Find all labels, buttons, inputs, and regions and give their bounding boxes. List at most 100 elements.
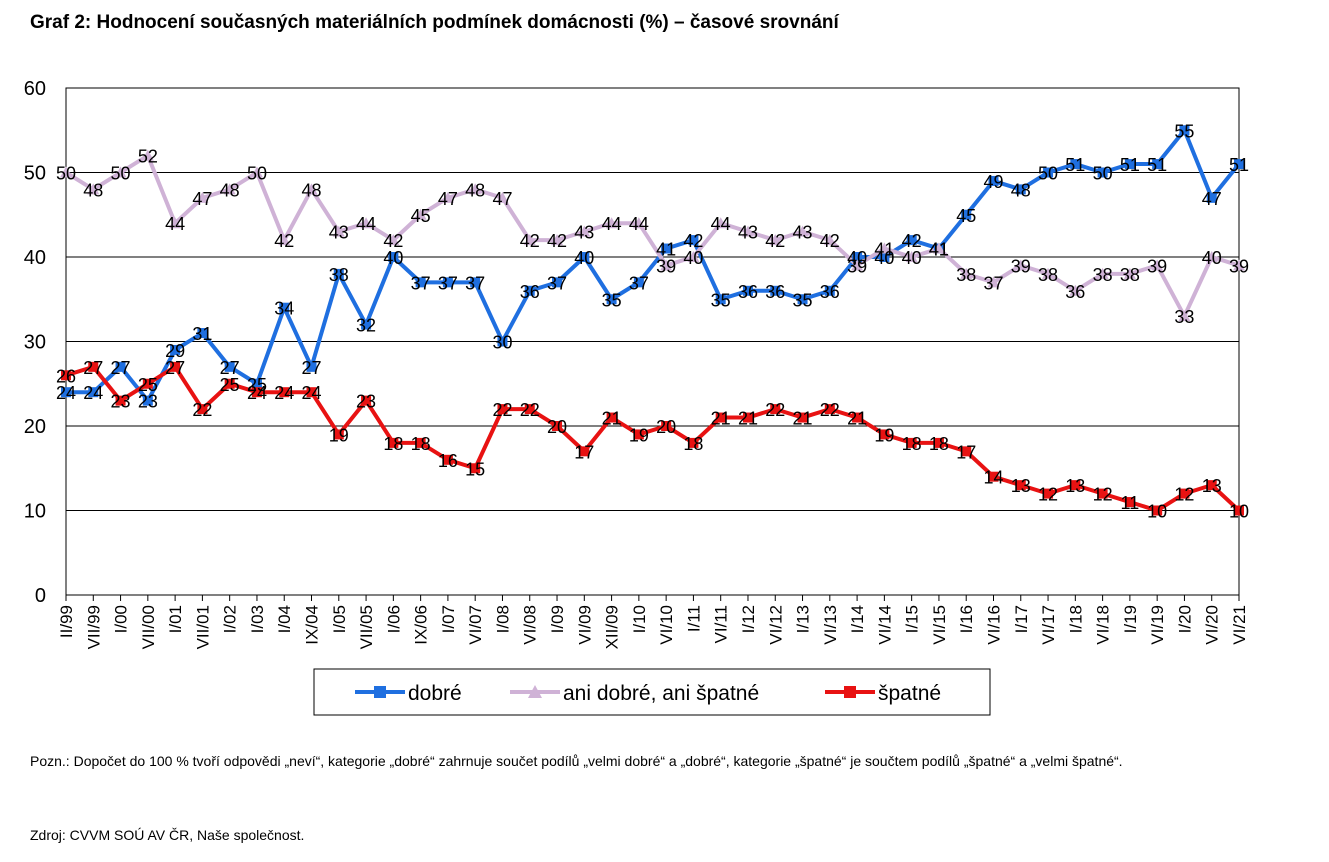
data-point bbox=[905, 251, 918, 262]
data-label: 40 bbox=[574, 248, 594, 268]
data-point bbox=[278, 234, 291, 246]
data-point bbox=[1205, 251, 1218, 262]
data-point bbox=[960, 267, 973, 279]
axes bbox=[65, 87, 1240, 601]
x-tick-label: VI/20 bbox=[1203, 605, 1222, 645]
data-label: 38 bbox=[329, 265, 349, 285]
data-label: 24 bbox=[56, 383, 76, 403]
data-point bbox=[1233, 259, 1245, 271]
data-point bbox=[688, 235, 699, 246]
x-tick-label: I/04 bbox=[275, 605, 294, 633]
chart-title: Graf 2: Hodnocení současných materiálníc… bbox=[30, 12, 839, 33]
data-label: 50 bbox=[1038, 164, 1058, 184]
x-tick-label: I/20 bbox=[1175, 605, 1194, 633]
data-point bbox=[661, 421, 672, 431]
data-label: 51 bbox=[1065, 155, 1085, 175]
data-label: 24 bbox=[274, 383, 294, 403]
data-point bbox=[878, 242, 891, 254]
x-tick-label: VI/12 bbox=[766, 605, 785, 645]
data-point bbox=[824, 404, 835, 415]
series-line-3 bbox=[65, 364, 1241, 513]
data-label: 32 bbox=[356, 316, 376, 336]
data-point bbox=[714, 217, 727, 229]
data-label: 50 bbox=[247, 164, 267, 184]
x-tick-label: I/01 bbox=[166, 605, 185, 633]
x-tick-label: I/18 bbox=[1066, 605, 1085, 633]
data-label: 35 bbox=[793, 290, 813, 310]
data-point bbox=[388, 437, 399, 448]
data-label: 21 bbox=[793, 409, 813, 429]
data-point bbox=[197, 404, 208, 415]
data-label: 38 bbox=[956, 265, 976, 285]
data-point bbox=[1042, 267, 1055, 279]
data-label: 10 bbox=[1229, 502, 1249, 522]
data-label: 12 bbox=[1093, 485, 1113, 505]
data-label: 44 bbox=[165, 214, 185, 234]
x-tick-label: I/11 bbox=[684, 605, 703, 632]
data-label: 36 bbox=[738, 282, 758, 302]
data-point bbox=[115, 361, 126, 372]
data-label: 18 bbox=[929, 434, 949, 454]
data-point bbox=[469, 183, 482, 195]
data-label: 13 bbox=[1065, 476, 1085, 496]
data-label: 51 bbox=[1229, 155, 1249, 175]
x-tick-label: VI/09 bbox=[575, 605, 594, 645]
data-point bbox=[741, 225, 754, 237]
data-label: 35 bbox=[602, 290, 622, 310]
data-label: 40 bbox=[1202, 248, 1222, 268]
data-point bbox=[333, 268, 344, 279]
data-point bbox=[414, 208, 427, 220]
data-point bbox=[606, 412, 617, 423]
x-tick-label: I/08 bbox=[493, 605, 512, 633]
data-point bbox=[1179, 488, 1190, 499]
data-point bbox=[551, 234, 564, 246]
x-tick-label: II/99 bbox=[57, 605, 76, 638]
data-point bbox=[523, 234, 536, 246]
data-label: 47 bbox=[192, 189, 212, 209]
data-label: 21 bbox=[711, 409, 731, 429]
data-label: 22 bbox=[820, 400, 840, 420]
y-tick-label: 40 bbox=[24, 247, 46, 269]
data-point bbox=[470, 463, 481, 474]
y-tick-labels: 0 10 20 30 40 50 60 bbox=[24, 78, 46, 607]
data-point bbox=[552, 421, 563, 431]
data-label: 20 bbox=[656, 417, 676, 437]
data-point bbox=[1123, 267, 1136, 279]
data-point bbox=[660, 259, 673, 271]
x-tick-label: VI/16 bbox=[984, 605, 1003, 645]
data-point bbox=[497, 404, 508, 415]
data-point bbox=[333, 429, 344, 440]
data-point bbox=[552, 277, 563, 288]
x-tick-label: VI/14 bbox=[875, 605, 894, 645]
data-label: 16 bbox=[438, 451, 458, 471]
data-point bbox=[1152, 505, 1163, 516]
data-point bbox=[932, 242, 945, 254]
data-point bbox=[1152, 159, 1163, 170]
data-point bbox=[250, 166, 263, 178]
x-tick-label: I/07 bbox=[439, 605, 458, 633]
data-point bbox=[1234, 505, 1244, 516]
data-point bbox=[769, 234, 782, 246]
data-point bbox=[633, 277, 644, 288]
data-label: 42 bbox=[547, 231, 567, 251]
data-label: 20 bbox=[547, 417, 567, 437]
y-tick-label: 10 bbox=[24, 501, 46, 523]
data-label: 13 bbox=[1011, 476, 1031, 496]
data-point bbox=[1043, 167, 1054, 178]
data-point bbox=[1178, 310, 1191, 322]
x-tick-label: I/09 bbox=[548, 605, 567, 633]
data-point bbox=[1070, 480, 1081, 491]
data-label: 41 bbox=[929, 240, 949, 260]
data-label: 48 bbox=[220, 180, 240, 200]
data-label: 41 bbox=[656, 240, 676, 260]
data-point bbox=[306, 387, 317, 398]
legend-label: špatné bbox=[878, 682, 941, 705]
line-chart: 0 10 20 30 40 50 60 II/99 VII/99 I/00 VII/00 I/01 V… bbox=[24, 78, 1249, 716]
data-label: 39 bbox=[1147, 256, 1167, 276]
data-label: 37 bbox=[629, 273, 649, 293]
data-point bbox=[1069, 284, 1082, 296]
data-label: 15 bbox=[465, 459, 485, 479]
data-point bbox=[497, 336, 508, 347]
data-label: 27 bbox=[165, 358, 185, 378]
series-lines bbox=[64, 128, 1241, 513]
